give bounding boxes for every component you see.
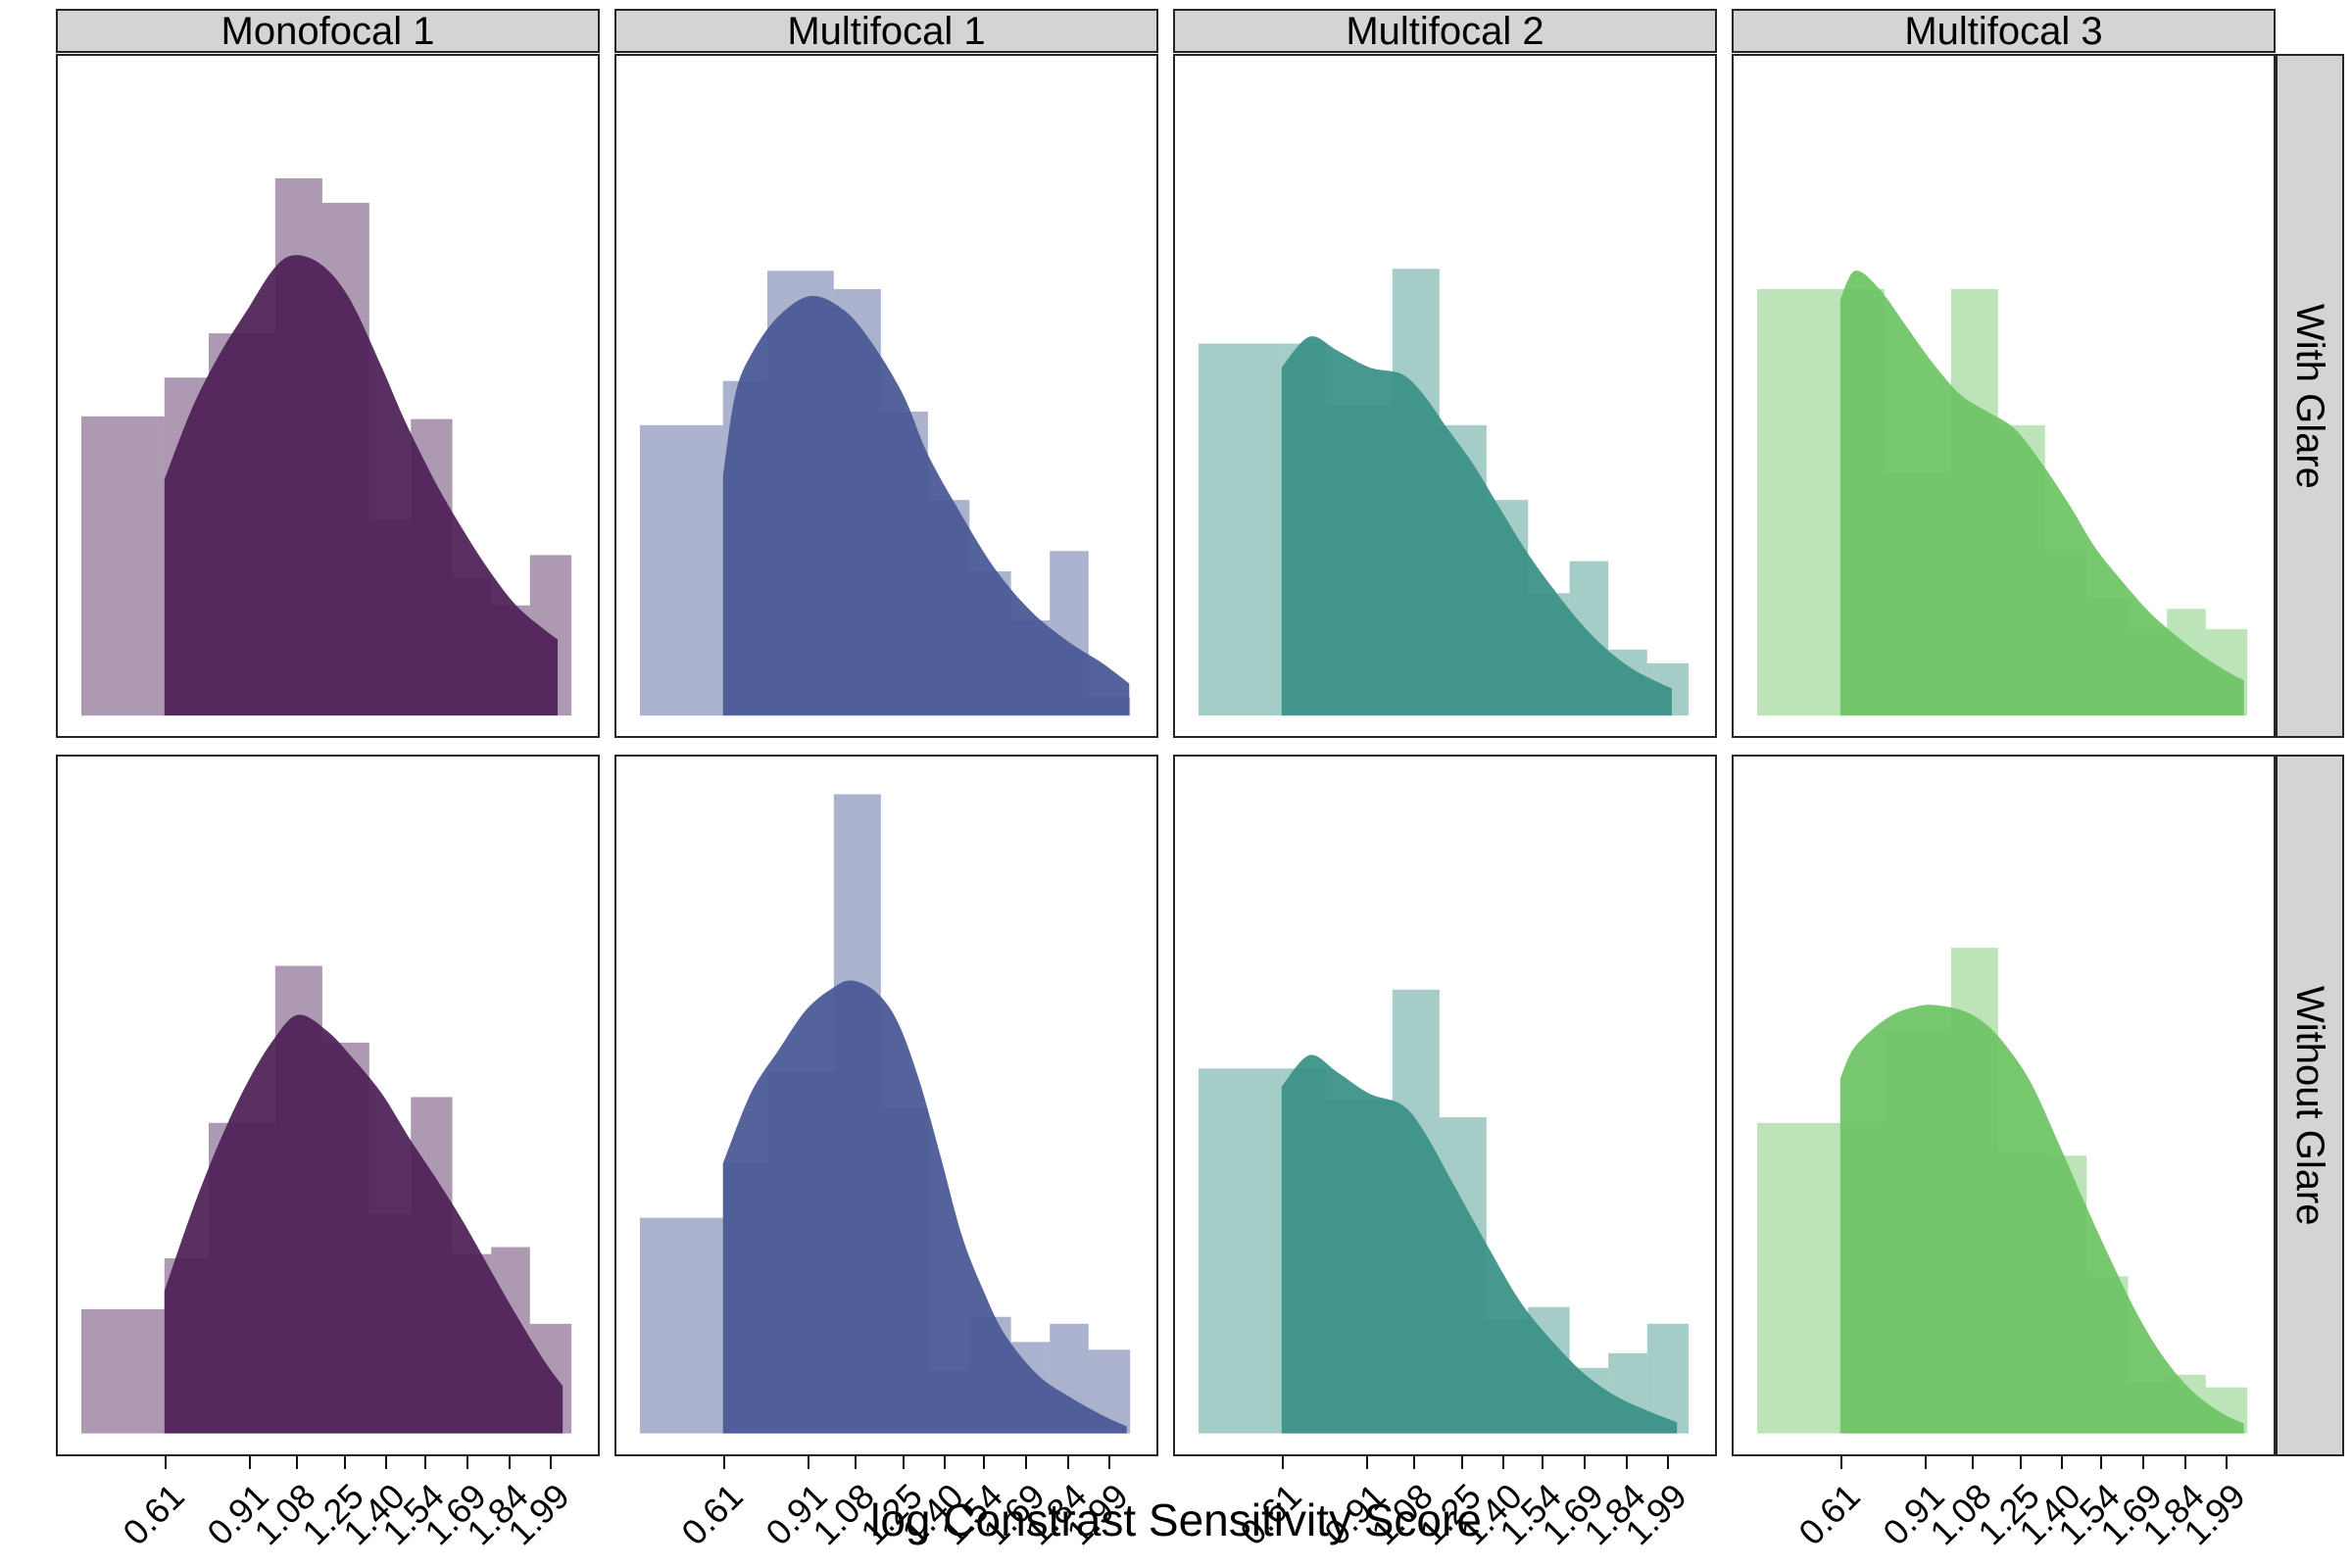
density-curve [722,295,1130,716]
x-axis-tick [2019,1456,2022,1469]
x-axis-tick [944,1456,947,1469]
x-axis-tick [424,1456,427,1469]
x-axis-tick [807,1456,809,1469]
facet-column-label: Multifocal 3 [1904,9,2103,53]
density-curve [1839,270,2244,716]
panel-plot-svg [1757,270,2248,716]
x-axis-tick [296,1456,299,1469]
x-axis-tick [2183,1456,2186,1469]
facet-row-label: With Glare [2288,303,2331,489]
histogram-bar [81,1308,165,1434]
x-axis-tick [385,1456,388,1469]
panel-plot-svg [81,965,572,1434]
density-curve [164,255,559,716]
panel-plot-svg [81,177,572,716]
facet-panel-monofocal-1-with-glare [56,54,600,738]
histogram-bar [640,1217,723,1434]
facet-panel-multifocal-3-with-glare [1732,54,2276,738]
x-axis-tick [2100,1456,2103,1469]
facet-column-strip-multifocal-2: Multifocal 2 [1173,9,1717,53]
facet-panel-multifocal-2-with-glare [1173,54,1717,738]
density-curve [722,980,1127,1434]
panel-plot-svg [640,794,1131,1434]
x-axis-tick [902,1456,905,1469]
x-axis-tick [1413,1456,1416,1469]
x-axis-tick [1460,1456,1463,1469]
histogram-bar [1757,289,1840,716]
facet-panel-multifocal-3-without-glare [1732,755,2276,1456]
x-axis-tick [2061,1456,2064,1469]
x-axis-tick [1066,1456,1069,1469]
histogram-bar [1757,1122,1840,1434]
facet-panel-monofocal-1-without-glare [56,755,600,1456]
x-axis-tick [1667,1456,1670,1469]
x-axis-tick [983,1456,986,1469]
x-axis-tick [1583,1456,1586,1469]
density-curve [1281,336,1672,716]
facet-column-label: Monofocal 1 [220,9,435,53]
histogram-bar [1199,1068,1282,1434]
histogram-bar [640,424,723,716]
density-curve [1281,1054,1678,1434]
x-axis-tick [1840,1456,1843,1469]
x-axis-tick [2226,1456,2229,1469]
facet-panel-multifocal-1-with-glare [614,54,1158,738]
x-axis-tick [343,1456,346,1469]
x-axis-tick [1365,1456,1368,1469]
histogram-bar [81,416,165,716]
x-axis-tick [1024,1456,1027,1469]
x-axis-tick [248,1456,251,1469]
facet-column-strip-monofocal-1: Monofocal 1 [56,9,600,53]
facet-panel-multifocal-2-without-glare [1173,755,1717,1456]
x-axis-title: log Constrast Sensitivity Score [870,1494,1482,1545]
x-axis-tick [1282,1456,1285,1469]
x-axis-tick [2141,1456,2144,1469]
panel-plot-svg [1199,269,1690,716]
facet-column-label: Multifocal 1 [787,9,986,53]
facet-column-strip-multifocal-1: Multifocal 1 [614,9,1158,53]
x-axis-tick [1542,1456,1544,1469]
x-axis-tick [1625,1456,1628,1469]
panel-plot-svg [640,270,1131,716]
x-axis-tick [855,1456,858,1469]
facet-column-strip-multifocal-3: Multifocal 3 [1732,9,2276,53]
density-curve [164,1014,564,1434]
x-axis-tick [466,1456,468,1469]
x-axis-tick [723,1456,726,1469]
density-curve [1839,1004,2244,1434]
x-axis-tick [1502,1456,1505,1469]
facet-row-strip-without-glare: Without Glare [2276,755,2344,1456]
panel-plot-svg [1757,948,2248,1434]
x-axis-tick [508,1456,511,1469]
panel-plot-svg [1199,989,1690,1434]
facet-panel-multifocal-1-without-glare [614,755,1158,1456]
x-axis-tick [165,1456,168,1469]
facet-row-strip-with-glare: With Glare [2276,54,2344,738]
x-axis-tick [1972,1456,1975,1469]
x-axis-tick [1108,1456,1111,1469]
histogram-bar [1199,343,1282,716]
facet-column-label: Multifocal 2 [1346,9,1544,53]
x-axis-tick [1924,1456,1927,1469]
x-axis-tick [550,1456,553,1469]
facet-row-label: Without Glare [2288,985,2331,1226]
